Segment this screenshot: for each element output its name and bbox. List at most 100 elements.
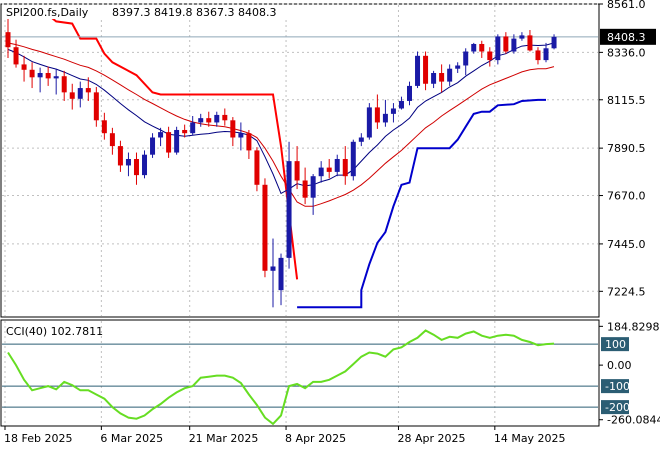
candle <box>358 133 364 147</box>
candle-body <box>302 180 308 198</box>
candle-body <box>45 73 51 79</box>
candle-body <box>270 266 276 271</box>
candle-body <box>382 113 388 123</box>
candle <box>431 70 437 89</box>
candle-body <box>142 154 148 176</box>
candle-body <box>527 35 533 51</box>
candle <box>535 47 541 65</box>
candle-body <box>166 132 172 153</box>
candle-body <box>246 133 252 151</box>
candle <box>254 147 260 192</box>
trailing-stop-line <box>8 14 299 280</box>
candle <box>214 111 220 127</box>
candle-body <box>29 69 35 78</box>
candle <box>503 32 509 54</box>
candle <box>182 124 188 138</box>
last-price-badge <box>600 28 656 45</box>
overlay-layer <box>2 14 598 309</box>
candle <box>407 81 412 106</box>
candle <box>463 48 469 76</box>
candle-body <box>455 65 461 69</box>
candle <box>158 127 164 147</box>
symbol-label: SPI200.fs,Daily <box>6 6 89 19</box>
candle-body <box>487 51 493 61</box>
cci-level-badge <box>601 379 629 394</box>
candle <box>37 67 43 93</box>
candle <box>238 122 244 151</box>
candle-body <box>390 108 396 114</box>
candle <box>374 94 380 129</box>
candle <box>326 158 332 179</box>
candle-body <box>447 68 453 82</box>
candle <box>117 140 123 172</box>
candle-body <box>543 48 549 61</box>
candle <box>61 70 67 101</box>
candle <box>150 133 156 158</box>
candle-body <box>334 158 340 172</box>
candle-body <box>37 73 43 78</box>
time-tick-label: 18 Feb 2025 <box>4 432 72 445</box>
candle-body <box>358 137 364 142</box>
candle-body <box>109 133 115 147</box>
candle-body <box>471 43 477 52</box>
candle <box>198 113 204 127</box>
candle <box>511 34 517 54</box>
cci-line <box>7 329 555 426</box>
candle <box>439 64 445 93</box>
time-tick-label: 6 Mar 2025 <box>100 432 163 445</box>
main-panel-frame <box>0 3 600 318</box>
last-price-label: 8408.3 <box>607 31 646 44</box>
ema-slow-line <box>7 42 555 207</box>
candle-body <box>479 43 485 52</box>
candle <box>109 127 115 155</box>
candle-body <box>326 167 332 172</box>
candle-body <box>254 150 260 185</box>
cci-level-label: 100 <box>605 338 626 351</box>
price-tick-label: 8115.5 <box>607 94 646 107</box>
candle-body <box>190 122 196 134</box>
candle <box>334 154 340 177</box>
candle <box>230 117 236 147</box>
candle-body <box>238 133 244 138</box>
axis-layer: 8561.0 8336.0 8115.5 7890.5 7670.0 7445.0 7224… <box>4 0 660 445</box>
candle <box>447 64 453 86</box>
price-tick-label: 8561.0 <box>607 0 646 11</box>
candle-body <box>439 73 445 82</box>
candle-body <box>350 141 356 177</box>
candle <box>29 62 35 89</box>
candle <box>93 86 99 127</box>
candle <box>350 139 356 181</box>
price-tick-label: 7445.0 <box>607 238 646 251</box>
candle <box>415 51 421 89</box>
candle-body <box>423 55 429 84</box>
candle-body <box>133 158 139 176</box>
candle-body <box>278 257 284 291</box>
price-tick-label: 7670.0 <box>607 190 646 203</box>
candle <box>302 167 308 205</box>
candle <box>294 146 300 190</box>
candle-body <box>407 85 412 101</box>
candle-body <box>318 167 324 177</box>
price-tick-label: 8336.0 <box>607 46 646 59</box>
price-tick-label: 7224.5 <box>607 285 646 298</box>
time-tick-label: 14 May 2025 <box>494 432 566 445</box>
candle-body <box>374 107 380 123</box>
candle-body <box>551 36 557 49</box>
candle-body <box>206 118 212 123</box>
candle-body <box>415 55 421 86</box>
cci-tick-label: -260.0844 <box>607 414 660 427</box>
candle <box>5 17 11 58</box>
candle <box>479 40 485 58</box>
time-tick-label: 8 Apr 2025 <box>285 432 346 445</box>
candle-body <box>150 137 156 155</box>
candle-body <box>431 73 437 84</box>
candle <box>286 141 292 269</box>
candle <box>342 146 348 185</box>
candle <box>278 253 284 306</box>
candle-body <box>5 32 11 48</box>
time-tick-label: 28 Apr 2025 <box>397 432 465 445</box>
candle <box>390 103 396 123</box>
candle <box>519 32 525 41</box>
trailing-support-line <box>297 98 546 309</box>
